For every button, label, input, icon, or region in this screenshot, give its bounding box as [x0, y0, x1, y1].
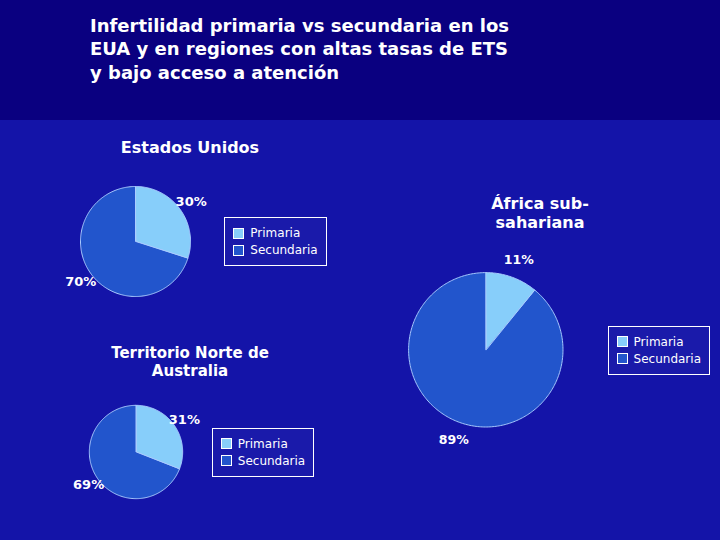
svg-text:89%: 89%	[439, 433, 469, 448]
svg-text:30%: 30%	[176, 194, 207, 209]
html-text:Secundaria: Secundaria	[250, 243, 318, 258]
svg-text:31%: 31%	[169, 412, 200, 427]
svg-text:11%: 11%	[504, 253, 534, 268]
html-text:Infertilidad primaria vs secun: Infertilidad primaria vs secundaria en l…	[90, 15, 509, 83]
svg-text:70%: 70%	[66, 274, 97, 289]
html-text:Primaria: Primaria	[250, 226, 301, 241]
html-text:Secundaria: Secundaria	[237, 453, 306, 468]
html-text:África sub- sahariana: África sub- sahariana	[491, 194, 589, 233]
html-text:Territorio Norte de Australia: Territorio Norte de Australia	[111, 344, 269, 380]
svg-text:69%: 69%	[73, 477, 104, 492]
html-text:Secundaria: Secundaria	[633, 351, 701, 366]
html-text:Primaria: Primaria	[237, 436, 288, 451]
html-text:Estados Unidos: Estados Unidos	[120, 138, 260, 157]
html-text:Primaria: Primaria	[633, 334, 684, 349]
